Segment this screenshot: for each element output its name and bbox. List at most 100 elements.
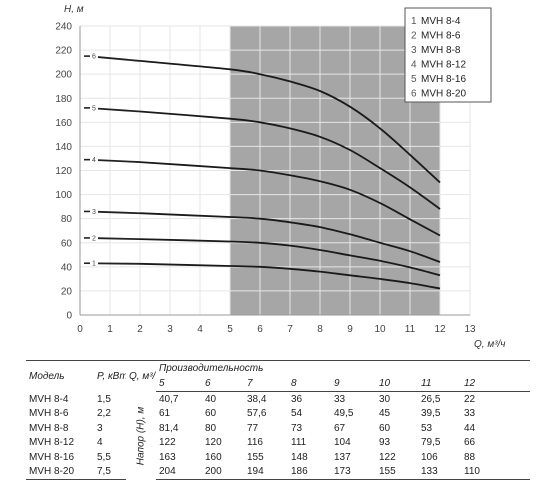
model-cell: MVH 8-16 bbox=[29, 451, 75, 463]
legend-entry: MVH 8-12 bbox=[421, 60, 466, 71]
power-cell: 5,5 bbox=[97, 451, 111, 463]
curve-start-2 bbox=[97, 237, 141, 241]
header-power: P, кВт bbox=[94, 360, 126, 392]
x-tick-label: 1 bbox=[107, 324, 113, 335]
head-value-cell: 45 bbox=[379, 408, 391, 420]
legend-entry: MVH 8-16 bbox=[421, 74, 466, 85]
curve-label-2: 2 bbox=[92, 235, 96, 242]
x-tick-label: 3 bbox=[167, 324, 173, 335]
table-body: MVH 8-4 1,5 Напор (Н), м 40,7 40 38,4 36 33 30 26… bbox=[26, 392, 531, 480]
x-tick-label: 0 bbox=[77, 324, 83, 335]
head-value-cell: 26,5 bbox=[421, 393, 441, 405]
x-tick-label: 2 bbox=[137, 324, 143, 335]
power-cell: 3 bbox=[97, 422, 103, 434]
y-tick-label: 160 bbox=[55, 118, 72, 129]
head-value-cell: 54 bbox=[291, 408, 303, 420]
head-value-cell: 106 bbox=[421, 451, 438, 463]
table-row: MVH 8-12 4 122 120 116 111 104 93 79,5 66 bbox=[26, 436, 530, 451]
curve-start-5 bbox=[97, 107, 141, 113]
flow-value: 9 bbox=[331, 375, 376, 392]
head-value-cell: 155 bbox=[376, 464, 418, 480]
head-value-cell: 148 bbox=[291, 451, 308, 463]
x-tick-label: 5 bbox=[227, 324, 233, 335]
flow-value: 12 bbox=[461, 375, 531, 392]
head-value-cell: 120 bbox=[205, 437, 222, 449]
curve-label-4: 4 bbox=[92, 157, 96, 164]
legend-num: 5 bbox=[411, 74, 417, 85]
legend-num: 4 bbox=[411, 60, 417, 71]
head-value-cell: 53 bbox=[421, 422, 433, 434]
legend-num: 2 bbox=[411, 31, 417, 42]
flow-value: 11 bbox=[418, 375, 461, 392]
header-flow: Q, м³/ч bbox=[126, 360, 156, 392]
head-value-cell: 204 bbox=[156, 464, 202, 480]
curve-mvh-2 bbox=[139, 238, 441, 277]
head-value-cell: 186 bbox=[288, 464, 331, 480]
head-value-cell: 49,5 bbox=[334, 408, 354, 420]
head-value-cell: 163 bbox=[159, 451, 176, 463]
head-value-cell: 40 bbox=[205, 393, 217, 405]
head-value-cell: 93 bbox=[379, 437, 391, 449]
model-cell: MVH 8-20 bbox=[26, 464, 94, 480]
y-tick-label: 80 bbox=[61, 214, 73, 225]
flow-value: 6 bbox=[202, 375, 244, 392]
head-value-cell: 111 bbox=[291, 437, 307, 449]
curve-label-5: 5 bbox=[92, 105, 96, 112]
x-tick-label: 12 bbox=[434, 324, 446, 335]
curve-mvh-3 bbox=[139, 212, 441, 263]
header-model: Модель bbox=[26, 360, 94, 392]
head-value-cell: 116 bbox=[247, 437, 263, 449]
head-value-cell: 77 bbox=[247, 422, 259, 434]
y-tick-label: 140 bbox=[55, 142, 72, 153]
head-value-cell: 30 bbox=[379, 393, 391, 405]
head-value-cell: 80 bbox=[205, 422, 217, 434]
head-value-cell: 122 bbox=[159, 437, 176, 449]
head-label-cell: Напор (Н), м bbox=[126, 392, 156, 480]
head-value-cell: 33 bbox=[464, 408, 476, 420]
table-row: MVH 8-20 7,5 204 200 194 186 173 155 133 110 bbox=[26, 464, 531, 480]
header-capacity: Производительность bbox=[156, 360, 531, 375]
legend-num: 6 bbox=[411, 89, 417, 100]
head-value-cell: 79,5 bbox=[421, 437, 441, 449]
flow-value: 7 bbox=[244, 375, 288, 392]
y-tick-label: 60 bbox=[61, 238, 73, 249]
head-value-cell: 61 bbox=[159, 408, 171, 420]
legend-entry: MVH 8-6 bbox=[421, 31, 461, 42]
model-cell: MVH 8-12 bbox=[29, 437, 75, 449]
flow-value: 5 bbox=[156, 375, 202, 392]
x-tick-label: 11 bbox=[405, 324, 416, 335]
power-cell: 2,2 bbox=[97, 408, 111, 420]
head-value-cell: 200 bbox=[202, 464, 244, 480]
head-value-cell: 67 bbox=[334, 422, 346, 434]
head-value-cell: 36 bbox=[291, 393, 303, 405]
flow-value: 8 bbox=[288, 375, 331, 392]
curve-start-6 bbox=[97, 56, 141, 62]
head-value-cell: 81,4 bbox=[159, 422, 179, 434]
head-value-cell: 122 bbox=[379, 451, 396, 463]
head-value-cell: 60 bbox=[205, 408, 217, 420]
head-value-cell: 40,7 bbox=[159, 393, 179, 405]
table-row: MVH 8-4 1,5 Напор (Н), м 40,7 40 38,4 36 33 30 26… bbox=[26, 392, 530, 465]
curve-label-1: 1 bbox=[92, 261, 96, 268]
legend-entry: MVH 8-8 bbox=[421, 45, 461, 56]
y-tick-label: 20 bbox=[61, 286, 73, 297]
flow-value: 10 bbox=[376, 375, 418, 392]
model-cell: MVH 8-4 bbox=[29, 393, 69, 405]
y-tick-label: 220 bbox=[55, 46, 72, 57]
curve-start-3 bbox=[97, 210, 141, 215]
legend-box bbox=[404, 7, 492, 103]
head-value-cell: 133 bbox=[418, 464, 461, 480]
y-tick-label: 240 bbox=[55, 22, 72, 33]
head-label: Напор (Н), м bbox=[135, 406, 147, 465]
x-tick-label: 6 bbox=[257, 324, 263, 335]
y-tick-label: 40 bbox=[61, 262, 73, 273]
curve-label-6: 6 bbox=[92, 54, 96, 61]
curve-mvh-5 bbox=[139, 110, 441, 210]
model-cell: MVH 8-8 bbox=[29, 422, 69, 434]
curve-mvh-1 bbox=[139, 262, 441, 290]
table-row: MVH 8-16 5,5 163 160 155 148 137 122 106 88 bbox=[26, 450, 530, 465]
legend-entry: MVH 8-20 bbox=[421, 89, 466, 100]
head-value-cell: 66 bbox=[464, 437, 476, 449]
curve-mvh-4 bbox=[139, 161, 441, 237]
